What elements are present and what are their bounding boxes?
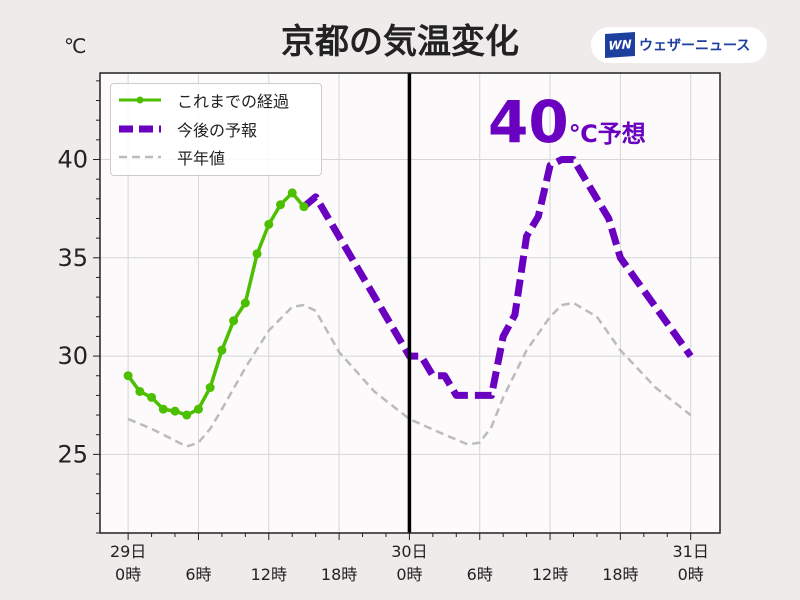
y-tick-label: 25 xyxy=(57,440,88,468)
legend-item-forecast: 今後の予報 xyxy=(119,117,257,141)
observed-point xyxy=(158,404,168,414)
chart-title: 京都の気温変化 xyxy=(281,22,519,62)
x-tick-label-date: 30日 xyxy=(391,542,427,561)
legend-label: 今後の予報 xyxy=(177,121,258,140)
x-tick-label-hour: 12時 xyxy=(532,565,568,584)
legend-label: これまでの経過 xyxy=(177,92,290,111)
legend-swatch-observed xyxy=(119,95,161,105)
legend-swatch-forecast xyxy=(119,124,161,134)
plot-frame xyxy=(99,72,721,534)
series-observed-line xyxy=(126,190,306,417)
annotation-number: 40 xyxy=(488,88,569,156)
observed-point xyxy=(217,345,227,355)
observed-point xyxy=(299,202,309,212)
y-tick-label: 40 xyxy=(57,145,88,173)
x-tick-label-hour: 6時 xyxy=(185,565,211,584)
observed-point xyxy=(147,392,157,402)
series-forecast-line xyxy=(301,156,694,399)
x-tick-label-hour: 0時 xyxy=(115,565,141,584)
observed-point xyxy=(205,383,215,393)
observed-point xyxy=(264,219,274,229)
legend-swatch-normal xyxy=(119,152,161,162)
series-normal-line xyxy=(127,301,692,448)
observed-point xyxy=(193,404,203,414)
observed-point xyxy=(275,200,285,210)
brand-badge: WN ウェザーニュース xyxy=(591,27,767,63)
x-tick-label-hour: 18時 xyxy=(321,565,357,584)
x-tick-label-hour: 18時 xyxy=(602,565,638,584)
observed-point xyxy=(135,386,145,396)
y-tick-label: 30 xyxy=(57,342,88,370)
x-tick-label-hour: 0時 xyxy=(678,565,704,584)
forecast-annotation: 40℃予想 xyxy=(488,88,646,156)
x-tick-label-date: 31日 xyxy=(673,542,709,561)
x-tick-label-date: 29日 xyxy=(110,542,146,561)
observed-point xyxy=(252,249,262,259)
observed-point xyxy=(240,298,250,308)
legend-label: 平年値 xyxy=(177,149,226,168)
y-tick-label: 35 xyxy=(57,244,88,272)
observed-point xyxy=(123,371,133,381)
y-axis-unit: ℃ xyxy=(64,34,87,58)
observed-point xyxy=(287,188,297,198)
legend: これまでの経過 今後の予報 平年値 xyxy=(110,83,322,176)
x-tick-label-hour: 0時 xyxy=(396,565,422,584)
x-tick-label-hour: 12時 xyxy=(251,565,287,584)
observed-point xyxy=(182,410,192,420)
brand-name: ウェザーニュース xyxy=(639,38,751,54)
x-tick-label-hour: 6時 xyxy=(467,565,493,584)
annotation-suffix: ℃予想 xyxy=(568,120,646,148)
legend-item-observed: これまでの経過 xyxy=(119,88,289,112)
observed-point xyxy=(170,406,180,416)
observed-point xyxy=(229,316,239,326)
legend-item-normal: 平年値 xyxy=(119,145,225,169)
